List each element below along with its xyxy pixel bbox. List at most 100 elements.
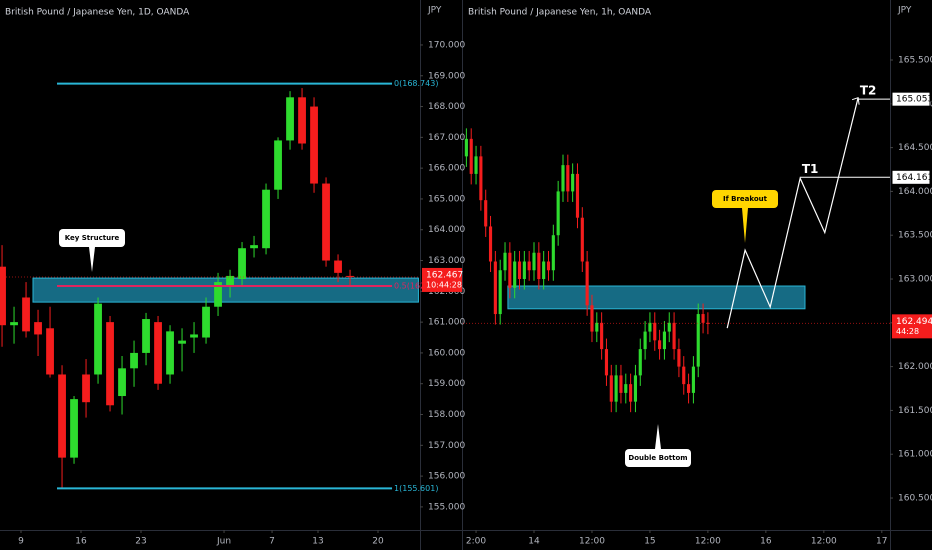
callout-text: If Breakout	[723, 195, 768, 203]
y-tick-label: 160.500	[898, 494, 932, 504]
candle-body	[532, 252, 536, 271]
candle-body	[604, 349, 609, 376]
candle-body	[527, 261, 531, 271]
candle-body	[508, 252, 512, 288]
y-tick-label: 167.000	[428, 133, 465, 143]
candle-body	[238, 248, 246, 280]
candle-body	[46, 328, 54, 375]
x-tick-label: 2:00	[466, 537, 486, 547]
candle-body	[701, 314, 705, 323]
x-tick-label: 13	[312, 537, 323, 547]
candle-body	[643, 331, 647, 350]
x-tick-label: 12:00	[579, 537, 605, 547]
target-tag-label: 165.053	[896, 95, 932, 105]
candle-body	[662, 331, 666, 350]
candle-body	[82, 374, 90, 403]
candle-body	[633, 375, 638, 402]
y-tick-label: 157.000	[428, 441, 465, 451]
y-tick-label: 161.500	[898, 406, 932, 416]
projection-arrow	[851, 97, 860, 105]
candle-body	[226, 275, 234, 286]
candle-body	[513, 261, 517, 288]
x-tick-label: 14	[528, 537, 540, 547]
countdown-label: 44:28	[896, 327, 919, 336]
y-axis-label: JPY	[427, 6, 442, 16]
candle-body	[551, 235, 555, 271]
candle-body	[638, 349, 642, 376]
candle-body	[94, 303, 102, 375]
y-tick-label: 161.000	[898, 450, 932, 460]
y-tick-label: 164.000	[428, 225, 465, 235]
candle-body	[469, 138, 473, 174]
candle-body	[682, 366, 686, 385]
x-tick-label: 12:00	[695, 537, 721, 547]
candle-body	[575, 173, 580, 218]
candle-body	[488, 226, 493, 262]
x-tick-label: 20	[372, 537, 384, 547]
y-tick-label: 163.500	[898, 231, 932, 241]
candle-body	[10, 322, 18, 326]
candle-body	[464, 138, 468, 157]
candle-body	[595, 322, 599, 332]
callout-text: Double Bottom	[628, 454, 687, 462]
candle-body	[34, 322, 42, 335]
candle-body	[166, 331, 174, 375]
candle-body	[58, 374, 66, 458]
candle-body	[585, 261, 589, 306]
candle-body	[658, 340, 662, 350]
y-tick-label: 164.000	[898, 187, 932, 197]
fib-level-label: 0(168.743)	[394, 79, 438, 88]
candle-body	[619, 375, 623, 393]
countdown-label: 10:44:28	[426, 280, 462, 289]
candle-body	[142, 319, 150, 353]
candle-body	[214, 282, 222, 307]
candle-body	[493, 261, 497, 315]
candle-body	[517, 261, 522, 280]
x-tick-label: 9	[18, 537, 24, 547]
candle-body	[696, 314, 700, 367]
x-tick-label: 7	[269, 537, 275, 547]
callout-box	[625, 449, 691, 467]
y-tick-label: 165.000	[428, 194, 465, 204]
candle-body	[322, 183, 330, 261]
callout-box	[712, 190, 778, 208]
y-tick-label: 160.000	[428, 348, 465, 358]
candle-body	[346, 275, 354, 277]
target-tag-label: 164.161	[896, 173, 932, 183]
candle-body	[250, 245, 258, 249]
candle-body	[130, 352, 138, 369]
y-tick-label: 164.500	[898, 143, 932, 153]
candle-body	[609, 375, 613, 402]
candle-body	[672, 322, 676, 350]
candle-body	[202, 306, 210, 338]
candle-body	[178, 340, 186, 344]
last-price-label: 162.494	[896, 317, 932, 327]
x-tick-label: 16	[75, 537, 87, 547]
candle-body	[629, 384, 633, 402]
callout-pointer	[655, 424, 661, 449]
y-tick-label: 159.000	[428, 379, 465, 389]
callout-box	[59, 229, 125, 247]
candle-body	[590, 305, 594, 332]
last-price-tag	[422, 267, 462, 292]
candle-body	[600, 322, 604, 350]
candle-body	[542, 261, 546, 280]
candle-body	[262, 189, 270, 249]
x-tick-label: 23	[135, 537, 146, 547]
x-tick-label: 12:00	[811, 537, 837, 547]
candle-body	[706, 322, 710, 324]
candle-body	[479, 156, 483, 201]
x-tick-label: 17	[876, 537, 887, 547]
candle-body	[580, 217, 584, 262]
candle-body	[298, 97, 306, 144]
candle-body	[190, 334, 198, 338]
candle-body	[561, 165, 565, 192]
y-tick-label: 163.000	[898, 275, 932, 285]
x-tick-label: 16	[760, 537, 772, 547]
target-tag	[891, 91, 931, 107]
candle-body	[106, 322, 114, 406]
candle-body	[522, 261, 526, 280]
y-tick-label: 169.000	[428, 71, 465, 81]
zone	[507, 285, 806, 310]
